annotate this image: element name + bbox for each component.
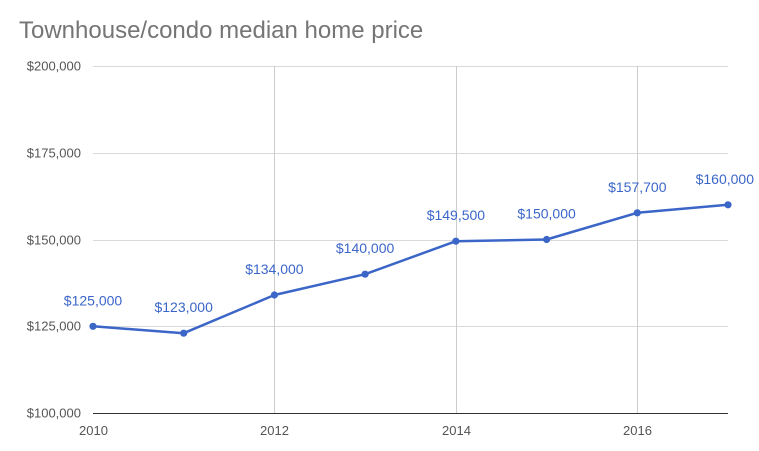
data-point xyxy=(180,329,188,337)
data-label: $140,000 xyxy=(336,240,395,256)
x-tick-label: 2014 xyxy=(442,423,471,438)
data-label: $123,000 xyxy=(154,299,213,315)
chart-title: Townhouse/condo median home price xyxy=(19,17,423,44)
data-point xyxy=(724,201,732,209)
y-tick-label: $100,000 xyxy=(27,406,81,421)
series-line xyxy=(92,203,729,335)
data-point xyxy=(543,235,551,244)
x-axis-ticks: 2010 2012 2014 2016 xyxy=(79,423,652,438)
data-label: $150,000 xyxy=(517,206,576,222)
data-label: $157,700 xyxy=(608,179,667,195)
data-point xyxy=(89,322,97,330)
grid xyxy=(93,66,728,414)
data-point xyxy=(633,209,641,217)
data-label: $160,000 xyxy=(696,171,755,187)
y-tick-label: $150,000 xyxy=(27,233,81,248)
y-axis-ticks: $100,000 $125,000 $150,000 $175,000 $200,000 xyxy=(27,59,81,421)
x-tick-label: 2012 xyxy=(260,423,289,438)
x-tick-label: 2010 xyxy=(79,423,108,438)
data-point xyxy=(270,291,278,299)
x-tick-label: 2016 xyxy=(623,423,652,438)
data-label: $149,500 xyxy=(427,207,486,223)
data-point xyxy=(452,237,460,245)
y-tick-label: $125,000 xyxy=(27,319,81,334)
y-tick-label: $200,000 xyxy=(27,59,81,74)
data-point xyxy=(361,270,369,278)
y-tick-label: $175,000 xyxy=(27,146,81,161)
data-label: $125,000 xyxy=(64,292,123,308)
series-line-group xyxy=(92,203,729,335)
data-labels: $125,000 $123,000 $134,000 $140,000 $149,500… xyxy=(64,171,754,315)
data-label: $134,000 xyxy=(245,261,304,277)
data-points xyxy=(89,201,732,337)
